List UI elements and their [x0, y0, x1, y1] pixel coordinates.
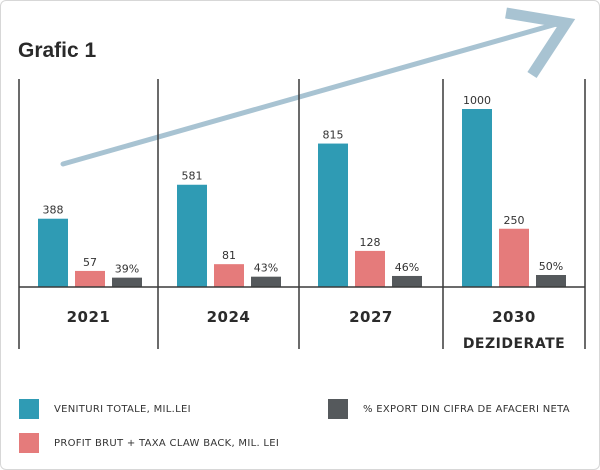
data-label-1-2030: 250 [504, 214, 525, 227]
bar-chart: 388 57 39% 581 81 43% 815 128 46% 1000 250 50% 2021 2… [18, 7, 586, 352]
bar-%-2027 [392, 275, 422, 287]
bar-profit-2024 [214, 264, 244, 287]
data-label-2-2027: 46% [395, 261, 419, 274]
legend-swatch-revenue [19, 399, 39, 419]
data-label-1-2024: 81 [222, 249, 236, 262]
data-label-0-2024: 581 [182, 170, 203, 183]
legend-label-export: % EXPORT DIN CIFRA DE AFACERI NETA [363, 403, 570, 415]
bar-profit-2021 [75, 270, 105, 287]
bar-%-2021 [112, 277, 142, 287]
bar-venituri-2024 [177, 184, 207, 287]
legend-label-profit: PROFIT BRUT + TAXA CLAW BACK, MIL. LEI [54, 437, 280, 449]
bar-profit-2027 [355, 250, 385, 287]
bar-venituri-2027 [318, 143, 348, 287]
legend-item-profit: PROFIT BRUT + TAXA CLAW BACK, MIL. LEI [19, 433, 279, 453]
bar-%-2030 [536, 275, 566, 287]
chart-title: Grafic 1 [18, 39, 97, 62]
data-label-2-2024: 43% [254, 262, 278, 275]
legend-label-revenue: VENITURI TOTALE, MIL.LEI [54, 403, 191, 415]
category-label-2030: 2030 [492, 308, 536, 326]
data-label-1-2027: 128 [360, 236, 381, 249]
legend-item-export: % EXPORT DIN CIFRA DE AFACERI NETA [328, 399, 570, 419]
category-label-2024: 2024 [207, 308, 251, 326]
category-sublabel-2030: DEZIDERATE [463, 336, 565, 352]
legend-swatch-export [328, 399, 348, 419]
data-label-0-2021: 388 [43, 204, 64, 217]
bar-profit-2030 [499, 228, 529, 287]
legend-swatch-profit [19, 433, 39, 453]
data-label-0-2027: 815 [323, 129, 344, 142]
category-label-2021: 2021 [67, 308, 111, 326]
data-label-1-2021: 57 [83, 256, 97, 269]
data-label-2-2030: 50% [539, 260, 563, 273]
data-label-2-2021: 39% [115, 263, 139, 276]
category-label-2027: 2027 [349, 308, 393, 326]
data-label-0-2030: 1000 [463, 94, 491, 107]
bar-%-2024 [251, 276, 281, 287]
bar-venituri-2030 [462, 109, 492, 287]
trend-arrow-shaft [60, 20, 563, 167]
bar-venituri-2021 [38, 218, 68, 287]
trend-arrow-head [505, 7, 576, 79]
legend-item-revenue: VENITURI TOTALE, MIL.LEI [19, 399, 191, 419]
